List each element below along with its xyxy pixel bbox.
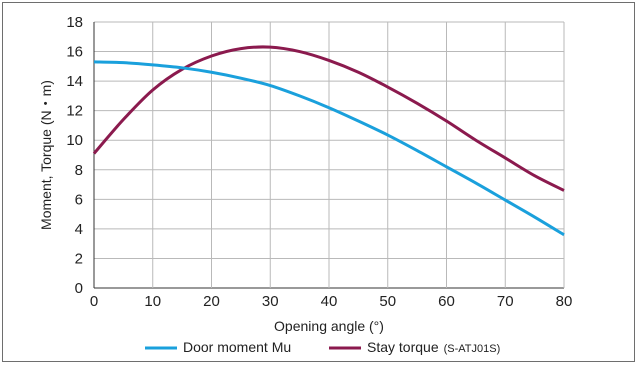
- y-tick-label: 16: [66, 44, 83, 61]
- y-tick-label: 4: [75, 221, 83, 238]
- y-tick-label: 18: [66, 14, 83, 31]
- legend-label-door-moment: Door moment Mu: [183, 339, 291, 355]
- tick-labels: 0 2 4 6 8 10 12 14 16 18 0 10 20 30 40 50 60 70 80: [66, 14, 572, 310]
- x-tick-label: 20: [203, 293, 220, 310]
- x-tick-label: 60: [438, 293, 455, 310]
- x-tick-label: 70: [497, 293, 514, 310]
- x-tick-label: 0: [90, 293, 98, 310]
- y-tick-label: 6: [75, 191, 83, 208]
- x-tick-label: 50: [379, 293, 396, 310]
- y-tick-label: 2: [75, 250, 83, 267]
- legend-label-stay-torque: Stay torque (S-ATJ01S): [367, 339, 500, 355]
- legend-label-stay-torque-model: (S-ATJ01S): [444, 343, 501, 355]
- x-tick-label: 40: [321, 293, 338, 310]
- y-tick-label: 8: [75, 162, 83, 179]
- series-line-stay-torque: [92, 45, 565, 192]
- grid-lines: [93, 21, 565, 289]
- y-tick-label: 12: [66, 103, 83, 120]
- series-line-door-moment: [93, 60, 565, 237]
- legend: Door moment Mu Stay torque (S-ATJ01S): [145, 339, 500, 355]
- y-tick-label: 0: [75, 280, 83, 297]
- x-tick-label: 80: [556, 293, 573, 310]
- y-tick-label: 14: [66, 73, 83, 90]
- x-tick-label: 30: [262, 293, 279, 310]
- y-tick-label: 10: [66, 132, 83, 149]
- series-lines: [92, 45, 565, 237]
- x-axis-label: Opening angle (°): [274, 318, 384, 334]
- x-tick-label: 10: [144, 293, 161, 310]
- legend-label-stay-torque-name: Stay torque: [367, 339, 439, 355]
- y-axis-label: Moment, Torque (N・m): [38, 80, 54, 230]
